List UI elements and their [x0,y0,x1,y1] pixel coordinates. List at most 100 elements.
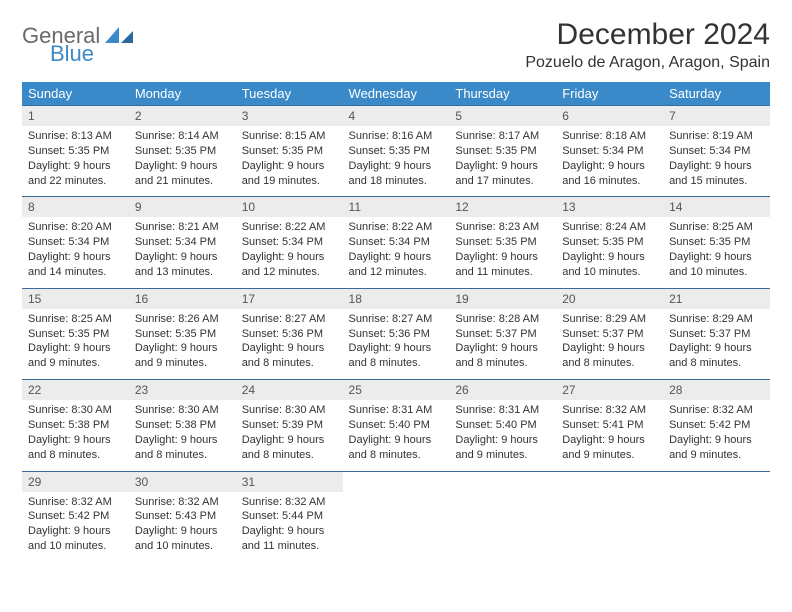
day-number-cell: 23 [129,380,236,401]
sunset-text: Sunset: 5:43 PM [135,509,230,524]
day-number-cell: 27 [556,380,663,401]
day-number-cell: 7 [663,106,770,127]
day-number-cell: 3 [236,106,343,127]
day-content-cell: Sunrise: 8:23 AMSunset: 5:35 PMDaylight:… [449,217,556,288]
sunrise-text: Sunrise: 8:24 AM [562,220,657,235]
day-number-row: 293031 [22,471,770,492]
day-content-cell: Sunrise: 8:14 AMSunset: 5:35 PMDaylight:… [129,126,236,197]
day-content-cell: Sunrise: 8:15 AMSunset: 5:35 PMDaylight:… [236,126,343,197]
daylight-text: Daylight: 9 hours and 10 minutes. [28,524,123,554]
day-content-cell: Sunrise: 8:27 AMSunset: 5:36 PMDaylight:… [343,309,450,380]
sunset-text: Sunset: 5:38 PM [28,418,123,433]
day-number-cell: 5 [449,106,556,127]
day-content-row: Sunrise: 8:13 AMSunset: 5:35 PMDaylight:… [22,126,770,197]
sunset-text: Sunset: 5:35 PM [669,235,764,250]
daylight-text: Daylight: 9 hours and 11 minutes. [455,250,550,280]
sunset-text: Sunset: 5:40 PM [455,418,550,433]
weekday-header: Monday [129,82,236,106]
daylight-text: Daylight: 9 hours and 9 minutes. [669,433,764,463]
sunrise-text: Sunrise: 8:15 AM [242,129,337,144]
day-number-cell: 9 [129,197,236,218]
day-content-cell: Sunrise: 8:28 AMSunset: 5:37 PMDaylight:… [449,309,556,380]
day-content-cell: Sunrise: 8:13 AMSunset: 5:35 PMDaylight:… [22,126,129,197]
day-number-cell: 20 [556,288,663,309]
daylight-text: Daylight: 9 hours and 8 minutes. [562,341,657,371]
sunset-text: Sunset: 5:35 PM [455,235,550,250]
calendar-table: Sunday Monday Tuesday Wednesday Thursday… [22,82,770,562]
daylight-text: Daylight: 9 hours and 8 minutes. [669,341,764,371]
daylight-text: Daylight: 9 hours and 18 minutes. [349,159,444,189]
sunrise-text: Sunrise: 8:30 AM [28,403,123,418]
day-number-cell: 13 [556,197,663,218]
month-title: December 2024 [525,18,770,52]
sunrise-text: Sunrise: 8:32 AM [135,495,230,510]
sunrise-text: Sunrise: 8:25 AM [28,312,123,327]
day-number-cell: 17 [236,288,343,309]
sunset-text: Sunset: 5:35 PM [349,144,444,159]
sunrise-text: Sunrise: 8:32 AM [669,403,764,418]
daylight-text: Daylight: 9 hours and 12 minutes. [349,250,444,280]
day-number-row: 1234567 [22,106,770,127]
day-content-cell: Sunrise: 8:26 AMSunset: 5:35 PMDaylight:… [129,309,236,380]
day-number-cell: 10 [236,197,343,218]
sunrise-text: Sunrise: 8:29 AM [669,312,764,327]
weekday-header: Tuesday [236,82,343,106]
day-content-cell: Sunrise: 8:25 AMSunset: 5:35 PMDaylight:… [663,217,770,288]
sunrise-text: Sunrise: 8:30 AM [135,403,230,418]
day-number-cell: 24 [236,380,343,401]
sunset-text: Sunset: 5:35 PM [28,144,123,159]
sunrise-text: Sunrise: 8:18 AM [562,129,657,144]
daylight-text: Daylight: 9 hours and 9 minutes. [562,433,657,463]
sunset-text: Sunset: 5:35 PM [562,235,657,250]
day-number-cell [449,471,556,492]
day-content-cell: Sunrise: 8:19 AMSunset: 5:34 PMDaylight:… [663,126,770,197]
sunset-text: Sunset: 5:41 PM [562,418,657,433]
daylight-text: Daylight: 9 hours and 16 minutes. [562,159,657,189]
day-number-row: 15161718192021 [22,288,770,309]
sunset-text: Sunset: 5:35 PM [242,144,337,159]
daylight-text: Daylight: 9 hours and 21 minutes. [135,159,230,189]
day-content-cell: Sunrise: 8:29 AMSunset: 5:37 PMDaylight:… [663,309,770,380]
sunset-text: Sunset: 5:38 PM [135,418,230,433]
sunrise-text: Sunrise: 8:25 AM [669,220,764,235]
daylight-text: Daylight: 9 hours and 19 minutes. [242,159,337,189]
weekday-header: Friday [556,82,663,106]
day-number-cell: 12 [449,197,556,218]
sunrise-text: Sunrise: 8:23 AM [455,220,550,235]
day-content-cell: Sunrise: 8:30 AMSunset: 5:39 PMDaylight:… [236,400,343,471]
day-number-cell: 31 [236,471,343,492]
daylight-text: Daylight: 9 hours and 8 minutes. [242,433,337,463]
daylight-text: Daylight: 9 hours and 8 minutes. [135,433,230,463]
day-content-cell: Sunrise: 8:32 AMSunset: 5:41 PMDaylight:… [556,400,663,471]
day-content-cell: Sunrise: 8:18 AMSunset: 5:34 PMDaylight:… [556,126,663,197]
sunset-text: Sunset: 5:39 PM [242,418,337,433]
day-number-cell: 4 [343,106,450,127]
daylight-text: Daylight: 9 hours and 12 minutes. [242,250,337,280]
sunset-text: Sunset: 5:34 PM [562,144,657,159]
day-number-row: 891011121314 [22,197,770,218]
sunset-text: Sunset: 5:34 PM [28,235,123,250]
day-number-cell: 30 [129,471,236,492]
logo: General Blue [22,26,133,64]
day-number-cell: 16 [129,288,236,309]
day-content-cell [449,492,556,562]
sunset-text: Sunset: 5:34 PM [135,235,230,250]
sunrise-text: Sunrise: 8:28 AM [455,312,550,327]
sunset-text: Sunset: 5:44 PM [242,509,337,524]
sunrise-text: Sunrise: 8:14 AM [135,129,230,144]
sunrise-text: Sunrise: 8:26 AM [135,312,230,327]
sunrise-text: Sunrise: 8:32 AM [242,495,337,510]
day-number-cell [343,471,450,492]
day-number-cell: 15 [22,288,129,309]
sunrise-text: Sunrise: 8:27 AM [349,312,444,327]
sunset-text: Sunset: 5:34 PM [349,235,444,250]
day-number-cell: 21 [663,288,770,309]
day-content-cell: Sunrise: 8:21 AMSunset: 5:34 PMDaylight:… [129,217,236,288]
sunset-text: Sunset: 5:42 PM [28,509,123,524]
day-number-cell: 2 [129,106,236,127]
sunset-text: Sunset: 5:35 PM [135,144,230,159]
day-content-cell: Sunrise: 8:32 AMSunset: 5:42 PMDaylight:… [22,492,129,562]
day-content-cell: Sunrise: 8:32 AMSunset: 5:44 PMDaylight:… [236,492,343,562]
day-number-cell [556,471,663,492]
daylight-text: Daylight: 9 hours and 8 minutes. [242,341,337,371]
